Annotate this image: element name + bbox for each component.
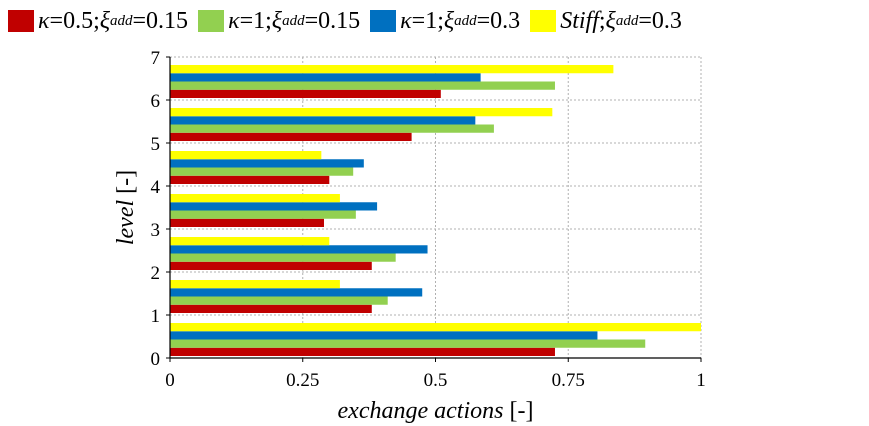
legend-sub-1: add (282, 12, 305, 29)
bar-series-3 (170, 65, 614, 74)
bar-series-0 (170, 304, 372, 313)
bar-series-0 (170, 261, 372, 270)
bar-series-2 (170, 116, 476, 125)
bar-series-3 (170, 237, 330, 246)
bar-series-3 (170, 151, 322, 160)
y-axis-title-unit: [-] (113, 170, 139, 200)
bar-series-1 (170, 339, 646, 348)
legend-item-0: κ =0.5; ξ add =0.15 (8, 8, 188, 35)
legend-xi-1: ξ (271, 7, 283, 34)
chart-legend: κ =0.5; ξ add =0.15 κ =1; ξ add =0.15 κ =1; ξ add =… (8, 6, 692, 36)
bar-series-3 (170, 194, 340, 203)
x-tick-label: 0 (165, 370, 175, 391)
legend-eq-3: ; (598, 7, 606, 34)
legend-item-1: κ =1; ξ add =0.15 (198, 8, 360, 35)
x-tick-label: 0.5 (424, 370, 448, 391)
bar-series-1 (170, 210, 356, 219)
bar-series-2 (170, 288, 423, 297)
bar-series-2 (170, 331, 598, 340)
y-tick-label: 4 (151, 177, 161, 198)
bar-series-2 (170, 159, 364, 168)
legend-swatch-0 (8, 10, 34, 32)
bar-series-1 (170, 167, 354, 176)
legend-xi-3: ξ (605, 7, 616, 34)
bar-series-2 (170, 245, 428, 254)
x-axis-title: exchange actions [-] (338, 398, 534, 424)
bar-series-2 (170, 73, 481, 82)
y-tick-label: 3 (151, 220, 161, 241)
legend-sub-3: add (615, 12, 639, 29)
bar-series-0 (170, 175, 330, 184)
bar-series-0 (170, 347, 555, 356)
legend-eq-0: =0.5; (49, 7, 100, 34)
bar-series-3 (170, 108, 553, 117)
legend-sub-0: add (110, 12, 133, 29)
y-tick-label: 6 (151, 91, 161, 112)
bar-series-1 (170, 124, 494, 133)
legend-value-1: =0.15 (304, 7, 361, 34)
legend-item-2: κ =1; ξ add =0.3 (370, 8, 520, 35)
legend-eq-2: =1; (411, 7, 444, 34)
legend-swatch-3 (530, 10, 557, 32)
x-axis-title-unit: [-] (503, 398, 533, 424)
x-tick-label: 1 (696, 370, 706, 391)
legend-eq-1: =1; (239, 7, 272, 34)
y-tick-label: 5 (151, 134, 161, 155)
legend-xi-2: ξ (443, 7, 455, 34)
y-tick-label: 2 (151, 263, 161, 284)
legend-item-3: Stiff; ξ add =0.3 (530, 8, 682, 35)
y-axis-title-main: level (113, 200, 139, 246)
legend-value-3: =0.3 (638, 7, 682, 34)
bar-series-0 (170, 132, 412, 141)
bar-series-3 (170, 280, 340, 289)
bar-series-0 (170, 218, 324, 227)
y-axis-title: level [-] (113, 170, 139, 245)
legend-value-2: =0.3 (476, 7, 521, 34)
y-tick-label: 1 (151, 306, 161, 327)
y-tick-label: 7 (151, 48, 161, 69)
legend-symbol-1: κ (228, 7, 240, 34)
legend-swatch-1 (198, 10, 225, 32)
bar-series-1 (170, 253, 396, 262)
legend-sub-2: add (454, 12, 477, 29)
x-tick-label: 0.75 (552, 370, 585, 391)
legend-xi-0: ξ (99, 7, 111, 34)
legend-value-0: =0.15 (132, 7, 189, 34)
legend-symbol-0: κ (38, 7, 50, 34)
legend-symbol-2: κ (400, 7, 412, 34)
bar-series-2 (170, 202, 378, 211)
y-tick-label: 0 (151, 349, 161, 370)
x-tick-label: 0.25 (286, 370, 319, 391)
bar-series-1 (170, 296, 388, 305)
x-axis-title-main: exchange actions (338, 398, 504, 424)
legend-symbol-3: Stiff (560, 7, 599, 34)
bar-series-1 (170, 81, 555, 90)
legend-swatch-2 (370, 10, 397, 32)
bar-series-3 (170, 323, 701, 332)
bar-series-0 (170, 89, 441, 98)
